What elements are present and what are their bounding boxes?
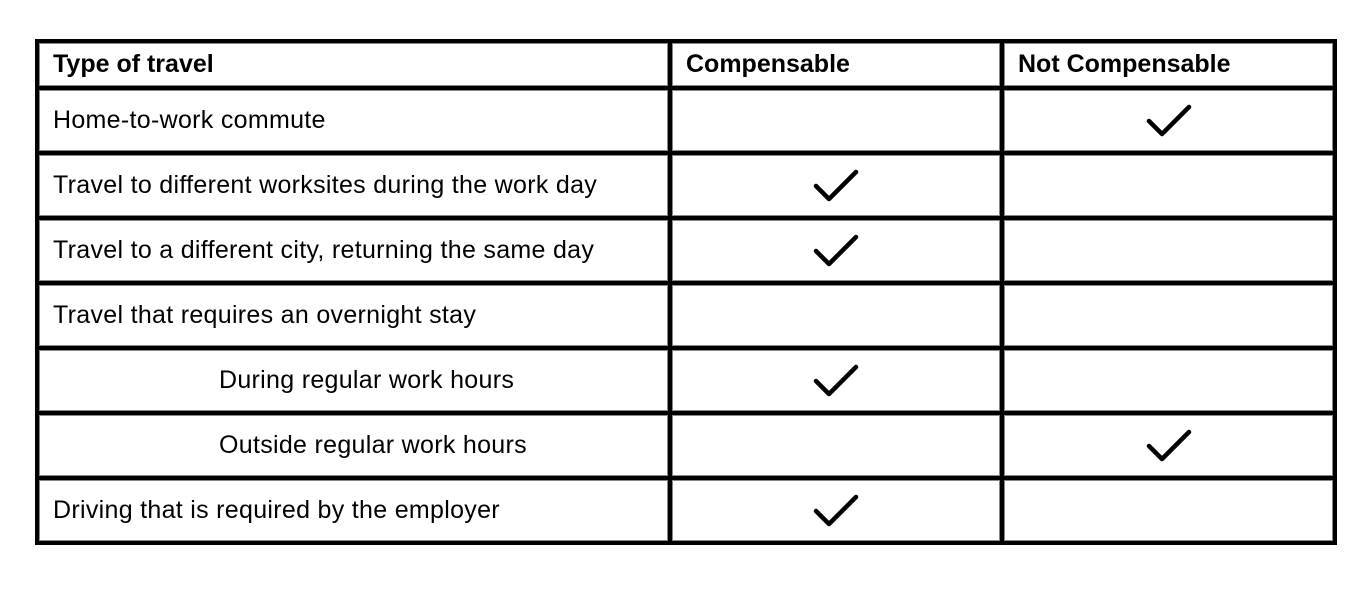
table-row: Travel that requires an overnight stay — [35, 281, 1337, 350]
not-compensable-cell — [1000, 216, 1337, 285]
travel-type-cell: Travel that requires an overnight stay — [35, 281, 672, 350]
not-compensable-cell — [1000, 476, 1337, 545]
checkmark-icon — [1146, 104, 1192, 136]
travel-type-cell: Travel to different worksites during the… — [35, 151, 672, 220]
compensable-cell — [668, 346, 1004, 415]
compensable-cell — [668, 476, 1004, 545]
compensable-cell — [668, 216, 1004, 285]
not-compensable-cell — [1000, 151, 1337, 220]
checkmark-icon — [813, 169, 859, 201]
header-not-compensable: Not Compensable — [1000, 39, 1337, 90]
table-row: Travel to a different city, returning th… — [35, 216, 1337, 285]
travel-type-cell: Home-to-work commute — [35, 86, 672, 155]
not-compensable-cell — [1000, 281, 1337, 350]
travel-type-cell: Driving that is required by the employer — [35, 476, 672, 545]
compensable-cell — [668, 281, 1004, 350]
compensable-cell — [668, 86, 1004, 155]
not-compensable-cell — [1000, 346, 1337, 415]
checkmark-icon — [813, 234, 859, 266]
table-row: Driving that is required by the employer — [35, 476, 1337, 545]
checkmark-icon — [813, 494, 859, 526]
compensable-cell — [668, 151, 1004, 220]
not-compensable-cell — [1000, 86, 1337, 155]
table-row: During regular work hours — [35, 346, 1337, 415]
travel-type-cell: Travel to a different city, returning th… — [35, 216, 672, 285]
table-row: Home-to-work commute — [35, 86, 1337, 155]
header-compensable: Compensable — [668, 39, 1004, 90]
table-row: Outside regular work hours — [35, 411, 1337, 480]
travel-compensation-table: Type of travel Compensable Not Compensab… — [35, 39, 1337, 545]
checkmark-icon — [1146, 429, 1192, 461]
travel-type-cell: During regular work hours — [35, 346, 672, 415]
compensable-cell — [668, 411, 1004, 480]
header-row: Type of travel Compensable Not Compensab… — [35, 39, 1337, 90]
checkmark-icon — [813, 364, 859, 396]
table-row: Travel to different worksites during the… — [35, 151, 1337, 220]
not-compensable-cell — [1000, 411, 1337, 480]
header-type-of-travel: Type of travel — [35, 39, 672, 90]
travel-type-cell: Outside regular work hours — [35, 411, 672, 480]
